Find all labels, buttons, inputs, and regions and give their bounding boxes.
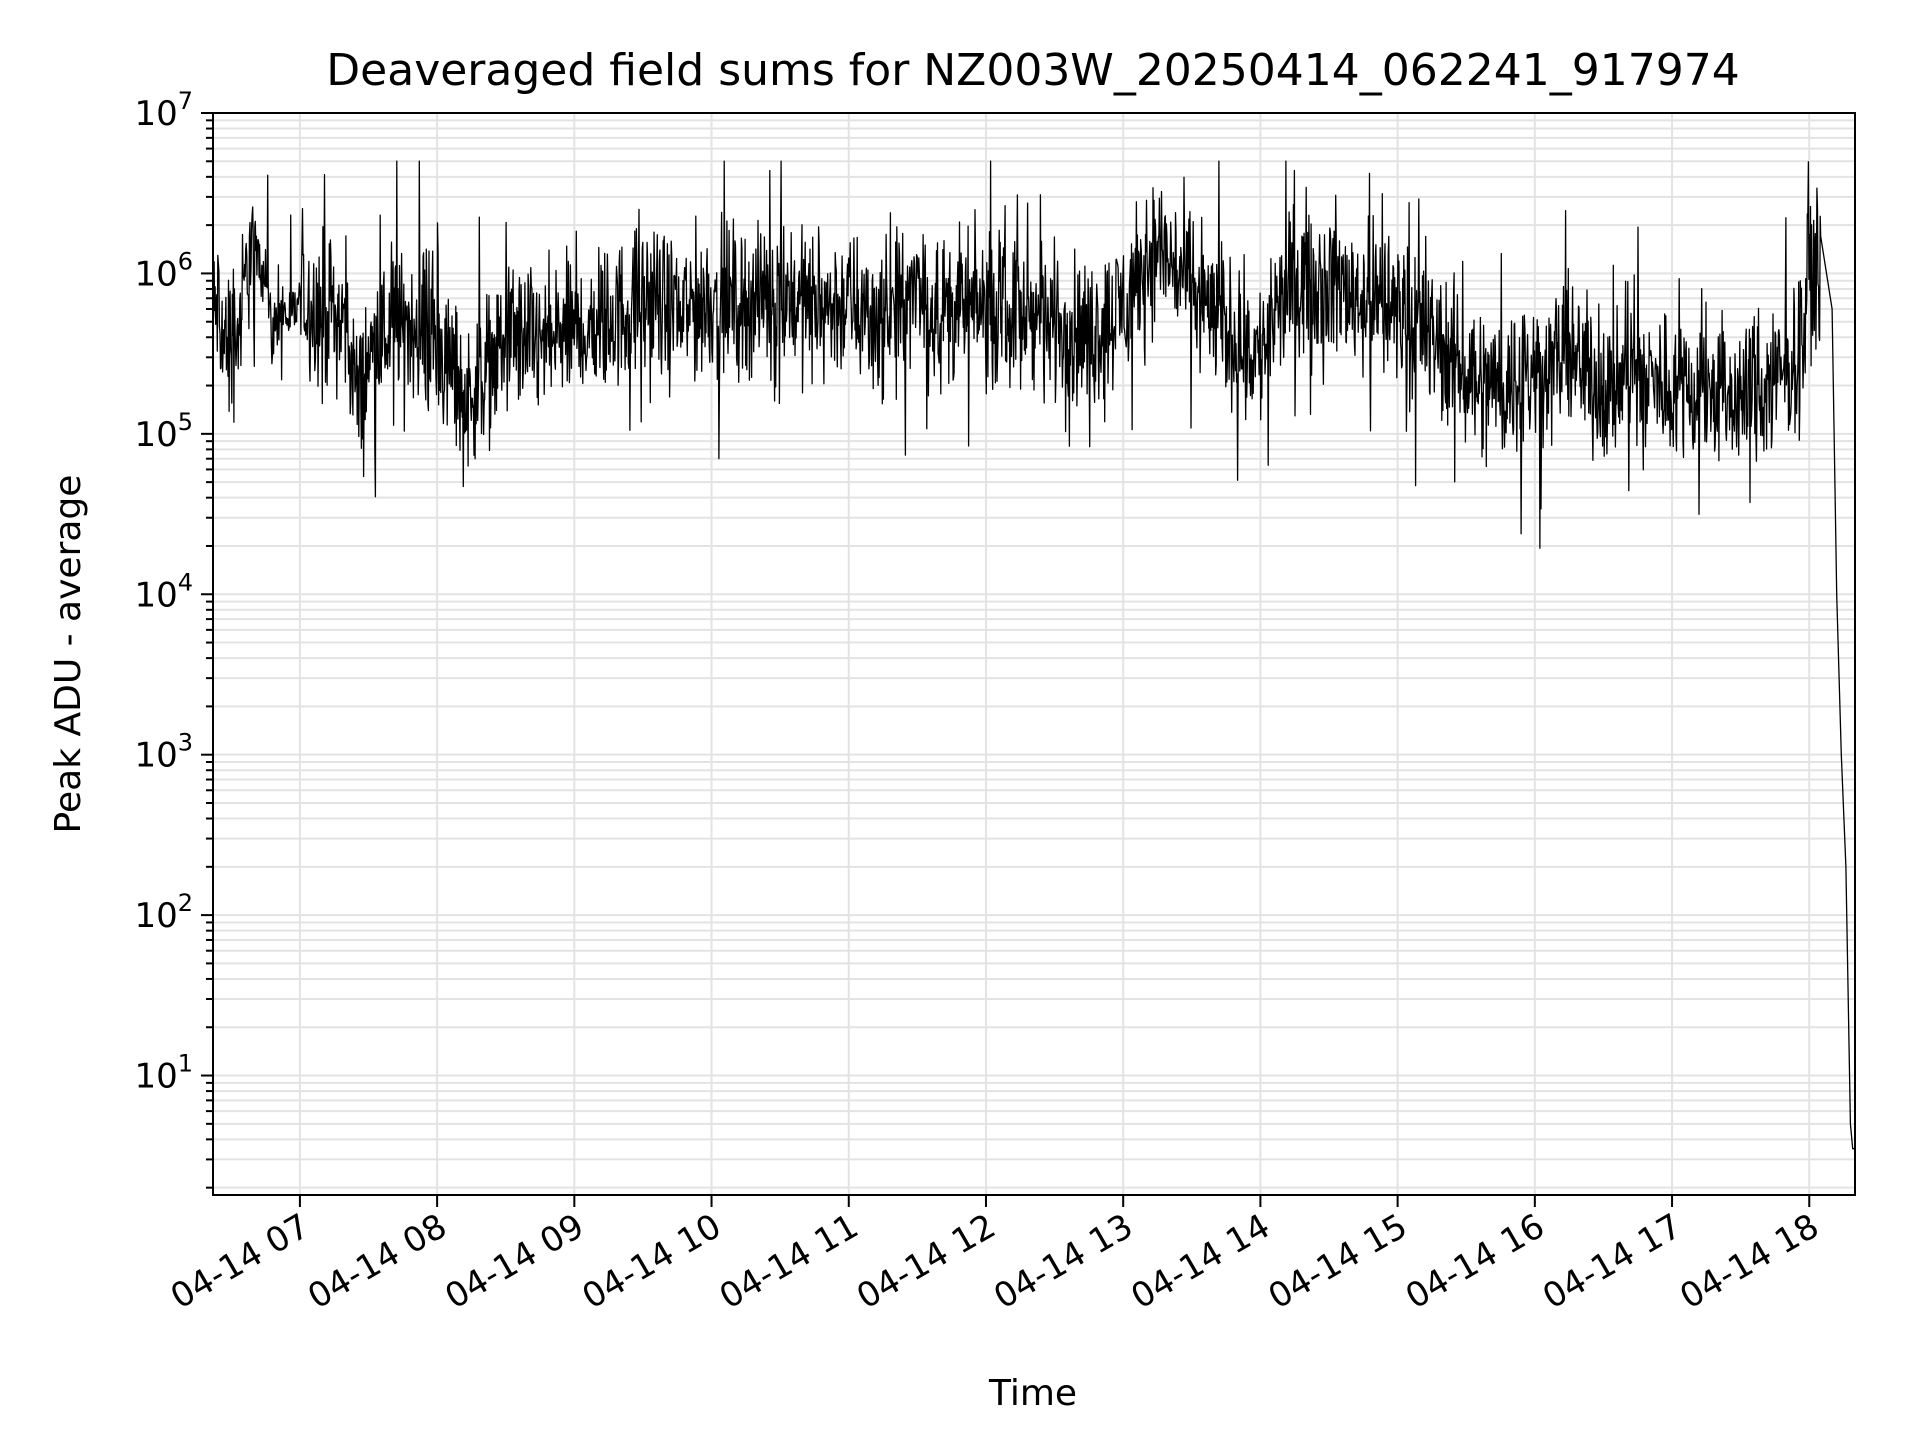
- y-axis-ticks: 101 102 103 104 105 106 107: [134, 87, 213, 1189]
- y-tick-label: 107: [134, 87, 193, 134]
- plot-area-frame: [212, 112, 1856, 1196]
- chart-title: Deaveraged field sums for NZ003W_2025041…: [326, 45, 1739, 96]
- y-axis-label: Peak ADU - average: [48, 475, 89, 834]
- y-tick-label: 103: [134, 729, 193, 776]
- grid: [213, 112, 1855, 1195]
- y-tick-label: 105: [134, 408, 193, 455]
- y-tick-label: 106: [134, 247, 193, 294]
- data-trace: [212, 160, 1855, 1150]
- series-line: [212, 160, 1855, 1150]
- x-axis-label: Time: [988, 1373, 1077, 1414]
- y-tick-label: 104: [134, 568, 193, 615]
- y-tick-label: 102: [134, 889, 193, 936]
- y-tick-label: 101: [134, 1050, 193, 1097]
